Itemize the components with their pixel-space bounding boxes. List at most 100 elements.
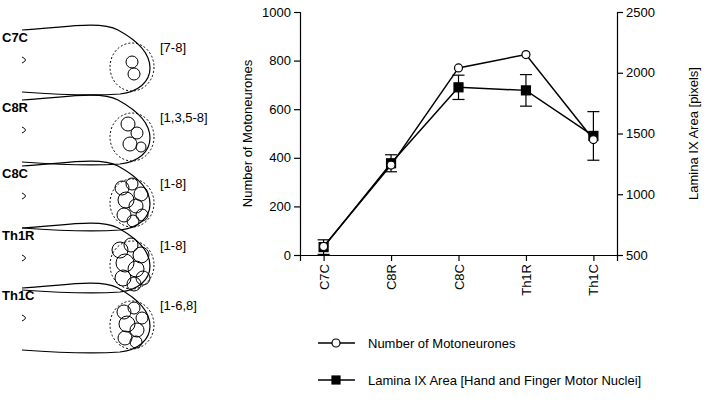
central-canal [22, 193, 26, 199]
tick-label: C8C [452, 264, 467, 290]
ventral-horn [110, 241, 154, 289]
tick-mark [324, 255, 325, 261]
y-axis-title: Number of Motoneurones [240, 59, 255, 207]
x-axis: C7C C8R C8C Th1R Th1C [301, 255, 618, 296]
motor-nucleus [136, 142, 146, 152]
data-point [522, 51, 530, 59]
tick-label: C7C [317, 264, 332, 290]
section-label: C8C [2, 166, 29, 181]
tick: Th1R [519, 255, 534, 296]
central-canal [22, 255, 26, 261]
axis-line [618, 13, 624, 256]
tick-label: Th1C [586, 264, 601, 296]
ventral-horn [110, 179, 154, 227]
nuclei-label: [1-8] [160, 176, 186, 191]
error-bar [587, 112, 599, 161]
tick: 400 [269, 150, 300, 165]
tick: 500 [617, 248, 648, 263]
motor-nucleus [126, 56, 138, 68]
y2-axis-title: Lamina IX Area [pixels] [686, 67, 701, 200]
legend-marker [332, 376, 340, 384]
tick-label: 400 [269, 150, 291, 165]
nuclei-label: [1-8] [160, 238, 186, 253]
section: Th1C[1-6,8] [2, 283, 197, 353]
section-outline [22, 25, 150, 95]
tick-mark [458, 255, 459, 261]
section-label: C7C [2, 30, 29, 45]
tick-mark [617, 133, 623, 134]
tick: C8R [384, 255, 399, 290]
section: C8C [1-8] [2, 161, 186, 231]
tick-mark [526, 255, 527, 261]
error-bar [453, 75, 465, 99]
legend-label: Lamina IX Area [Hand and Finger Motor Nu… [368, 373, 641, 388]
tick-mark [617, 12, 623, 13]
tick-label: 2500 [626, 5, 655, 20]
tick: C8C [452, 255, 467, 290]
tick-label: 600 [269, 102, 291, 117]
tick: 1000 [262, 5, 300, 20]
motor-nucleus [136, 209, 148, 221]
error-bar [520, 75, 532, 107]
tick-mark [294, 109, 300, 110]
figure: C7C[7-8]C8R[1,3,5-8]C8C[1-8]Th1R[1-8]Th1… [0, 0, 720, 413]
tick: 1000 [617, 187, 655, 202]
tick: C7C [317, 255, 332, 290]
error-bar-cap [520, 74, 532, 75]
tick-label: 200 [269, 199, 291, 214]
motor-nucleus [124, 238, 138, 252]
motor-nucleus [128, 302, 140, 314]
section: C8R [1,3,5-8] [2, 95, 208, 165]
tick-label: 2000 [626, 65, 655, 80]
tick-mark [294, 12, 300, 13]
ventral-horn [110, 113, 154, 161]
tick-label: C8R [384, 264, 399, 290]
motor-nucleus [117, 208, 131, 222]
tick: 2000 [617, 65, 655, 80]
tick: 0 [284, 248, 300, 263]
tick-mark [294, 255, 300, 256]
error-bar-cap [587, 160, 599, 161]
tick-mark [294, 60, 300, 61]
error-bar-cap [453, 99, 465, 100]
section: Th1R [1-8] [2, 223, 186, 293]
data-point [319, 243, 328, 252]
error-bar-cap [318, 239, 330, 240]
tick-mark [391, 255, 392, 261]
section-outline [22, 95, 150, 165]
legend-marker [332, 339, 340, 347]
axis-line [294, 13, 301, 256]
central-canal [22, 127, 26, 133]
error-bar-cap [385, 154, 397, 155]
ventral-horn [110, 43, 154, 91]
data-point [387, 161, 395, 169]
section-label: Th1C [2, 288, 35, 303]
section-outline [22, 283, 150, 353]
tick: 600 [269, 102, 300, 117]
section: C7C[7-8] [2, 25, 186, 95]
error-bar-cap [385, 171, 397, 172]
tick-label: 0 [284, 248, 291, 263]
tick: 1500 [617, 126, 655, 141]
central-canal [22, 315, 26, 321]
section-outline [22, 161, 150, 231]
legend-label: Number of Motoneurones [368, 336, 516, 351]
tick-label: 1000 [262, 5, 291, 20]
section-label: Th1R [2, 228, 35, 243]
tick-mark [294, 206, 300, 207]
tick: 2500 [617, 5, 655, 20]
data-point [455, 64, 463, 72]
tick-mark [294, 158, 300, 159]
motor-nucleus [130, 336, 142, 348]
data-point [521, 86, 530, 95]
series-line [324, 55, 594, 247]
motor-nucleus [130, 323, 144, 337]
tick-mark [593, 255, 594, 261]
nuclei-label: [1,3,5-8] [160, 110, 208, 125]
legend: Number of Motoneurones Lamina IX Area [Ha… [318, 336, 641, 388]
section-label: C8R [2, 100, 29, 115]
motor-nucleus [136, 312, 148, 324]
data-point [589, 136, 597, 144]
motor-nucleus [123, 137, 137, 151]
plot-area [318, 51, 600, 255]
